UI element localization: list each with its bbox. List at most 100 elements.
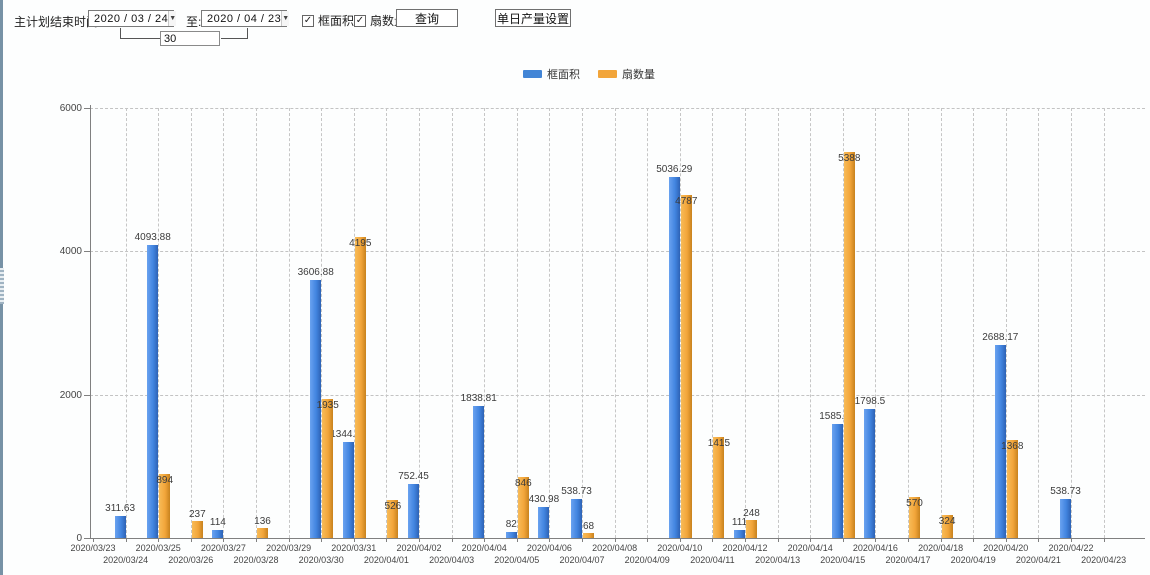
x-axis-tick <box>158 538 160 542</box>
legend-item-sash-count: 扇数量 <box>598 66 655 82</box>
x-gridline <box>810 108 812 538</box>
x-axis-label: 2020/03/26 <box>168 555 214 565</box>
x-axis-tick <box>1038 538 1040 542</box>
splitter-handle[interactable] <box>0 268 4 304</box>
x-gridline <box>582 108 583 538</box>
bar-框面积-2020/04/04 <box>473 406 485 538</box>
y-axis-label: 6000 <box>59 103 82 114</box>
start-date-picker[interactable]: 2020 / 03 / 24 ▼ <box>88 10 177 27</box>
bar-value-label: 538.73 <box>561 486 592 498</box>
bar-扇数量-2020/03/31 <box>354 237 366 538</box>
span-wire-right-vertical <box>247 28 248 38</box>
x-gridline <box>908 108 909 538</box>
x-axis-tick <box>125 538 127 542</box>
x-gridline <box>1071 108 1072 538</box>
bar-value-label: 4093.88 <box>134 231 171 243</box>
checkbox-checked-icon[interactable]: ✓ <box>302 14 314 27</box>
x-gridline <box>386 108 388 538</box>
x-gridline <box>940 108 942 538</box>
x-axis-label: 2020/04/19 <box>950 555 996 565</box>
x-gridline <box>419 108 420 538</box>
x-axis-tick <box>940 538 942 542</box>
bar-扇数量-2020/04/12 <box>746 520 757 538</box>
x-axis-tick <box>353 538 355 542</box>
x-axis-line <box>84 538 1145 539</box>
x-axis-label: 2020/04/09 <box>624 555 670 565</box>
x-axis-label: 2020/04/10 <box>657 543 703 553</box>
x-axis-tick <box>516 538 518 542</box>
y-gridline <box>90 394 1145 396</box>
bar-value-label: 311.63 <box>105 502 136 514</box>
x-axis-tick <box>93 538 94 542</box>
bar-value-label: 82 <box>505 519 517 531</box>
x-axis-tick <box>679 538 681 542</box>
bar-框面积-2020/03/31 <box>342 441 354 538</box>
bar-value-label: 1838.81 <box>460 393 497 405</box>
bar-value-label: 324 <box>938 515 956 527</box>
x-axis-tick <box>777 538 779 542</box>
y-axis-tick <box>84 108 90 109</box>
x-axis-tick <box>810 538 812 542</box>
bar-value-label: 1585.96 <box>819 411 856 423</box>
x-gridline <box>549 108 551 538</box>
bar-扇数量-2020/04/10 <box>680 194 692 538</box>
y-gridline <box>90 251 1145 253</box>
x-axis-label: 2020/04/20 <box>983 543 1029 553</box>
bar-框面积-2020/03/25 <box>147 244 159 538</box>
span-wire-left-horizontal <box>120 38 160 39</box>
checkbox-checked-icon[interactable]: ✓ <box>354 14 366 27</box>
chevron-down-icon[interactable]: ▼ <box>168 11 177 26</box>
span-days-input[interactable]: 30 <box>160 31 220 46</box>
bar-value-label: 894 <box>156 474 174 486</box>
x-gridline <box>158 108 160 538</box>
x-gridline <box>288 108 290 538</box>
bar-框面积-2020/04/16 <box>864 409 876 538</box>
x-axis-label: 2020/03/30 <box>298 555 344 565</box>
end-time-label: 主计划结束时间: <box>14 15 102 29</box>
bar-value-label: 114 <box>209 516 226 528</box>
x-gridline <box>777 108 779 538</box>
bar-扇数量-2020/04/11 <box>713 436 725 538</box>
y-gridline <box>90 108 1145 109</box>
x-axis-label: 2020/04/23 <box>1081 555 1127 565</box>
frame-area-checkbox[interactable]: ✓ 框面积 <box>302 12 354 29</box>
bar-value-label: 136 <box>254 516 271 528</box>
bar-框面积-2020/04/22 <box>1060 499 1071 538</box>
legend-label: 框面积 <box>547 69 580 81</box>
x-gridline <box>190 108 192 538</box>
daily-output-settings-button[interactable]: 单日产量设置 <box>495 9 571 27</box>
x-gridline <box>1103 108 1105 538</box>
x-gridline <box>614 108 616 538</box>
query-button[interactable]: 查询 <box>396 9 458 27</box>
x-axis-label: 2020/03/29 <box>266 543 312 553</box>
x-gridline <box>679 108 681 538</box>
y-axis-label: 2000 <box>59 389 82 401</box>
bar-扇数量-2020/04/17 <box>909 497 920 538</box>
x-gridline <box>875 108 877 538</box>
bar-框面积-2020/04/12 <box>734 530 745 538</box>
start-date-value: 2020 / 03 / 24 <box>94 12 169 25</box>
bar-value-label: 4195 <box>349 238 372 250</box>
x-axis-tick <box>647 538 649 542</box>
bar-框面积-2020/04/02 <box>408 484 419 538</box>
x-axis-tick <box>484 538 486 542</box>
bar-扇数量-2020/03/30 <box>322 399 334 538</box>
x-axis-label: 2020/03/25 <box>135 543 181 553</box>
legend-label: 扇数量 <box>622 69 655 81</box>
bar-扇数量-2020/04/01 <box>387 500 399 538</box>
x-axis-label: 2020/04/12 <box>722 543 768 553</box>
bar-value-label: 248 <box>743 508 760 520</box>
end-date-picker[interactable]: 2020 / 04 / 23 ▼ <box>201 10 290 27</box>
x-axis-tick <box>451 538 453 542</box>
x-gridline <box>125 108 127 538</box>
chart-legend: 框面积 扇数量 <box>523 66 655 82</box>
x-axis-label: 2020/04/05 <box>494 555 540 565</box>
x-axis-label: 2020/04/13 <box>755 555 801 565</box>
x-axis-tick <box>1005 538 1007 542</box>
chevron-down-icon[interactable]: ▼ <box>281 11 290 26</box>
x-axis-label: 2020/04/14 <box>787 543 833 553</box>
bar-框面积-2020/04/15 <box>831 424 843 538</box>
x-axis-label: 2020/04/07 <box>559 555 605 565</box>
bar-框面积-2020/04/05 <box>505 532 517 538</box>
x-axis-label: 2020/04/21 <box>1015 555 1061 565</box>
